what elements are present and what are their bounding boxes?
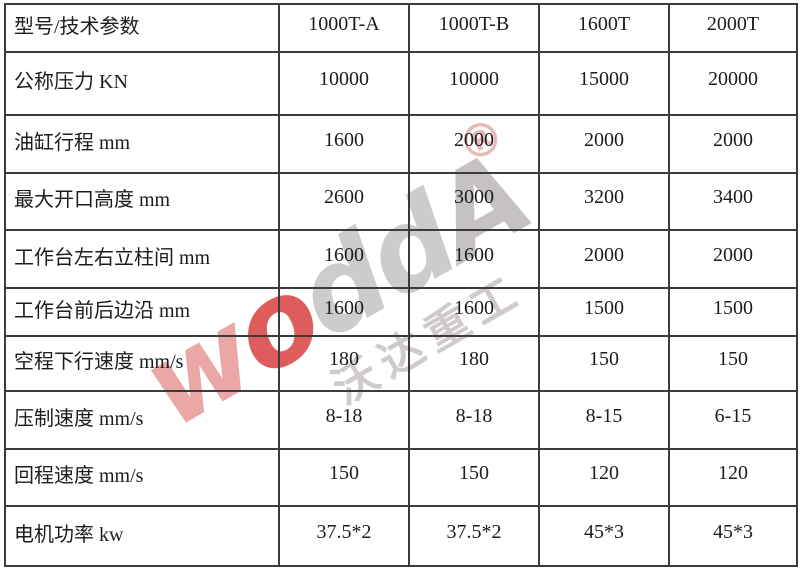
value-cell: 2600 xyxy=(278,172,410,231)
row-label: 工作台前后边沿 mm xyxy=(4,287,280,337)
value-cell: 8-18 xyxy=(408,390,540,450)
value-cell: 150 xyxy=(408,448,540,507)
value-cell: 1600 xyxy=(408,229,540,289)
table-header-row: 型号/技术参数 1000T-A 1000T-B 1600T 2000T xyxy=(4,3,798,53)
value-cell: 10000 xyxy=(408,51,540,116)
row-label: 最大开口高度 mm xyxy=(4,172,280,231)
value-cell: 45*3 xyxy=(668,505,798,567)
value-cell: 150 xyxy=(278,448,410,507)
table-row: 压制速度 mm/s 8-18 8-18 8-15 6-15 xyxy=(4,390,798,450)
value-cell: 8-15 xyxy=(538,390,670,450)
value-cell: 1600 xyxy=(408,287,540,337)
value-cell: 15000 xyxy=(538,51,670,116)
header-param-label: 型号/技术参数 xyxy=(4,3,280,53)
table-row: 电机功率 kw 37.5*2 37.5*2 45*3 45*3 xyxy=(4,505,798,567)
table-row: 最大开口高度 mm 2600 3000 3200 3400 xyxy=(4,172,798,231)
value-cell: 150 xyxy=(538,335,670,392)
value-cell: 37.5*2 xyxy=(408,505,540,567)
value-cell: 10000 xyxy=(278,51,410,116)
value-cell: 1500 xyxy=(668,287,798,337)
row-label: 电机功率 kw xyxy=(4,505,280,567)
value-cell: 120 xyxy=(538,448,670,507)
row-label: 空程下行速度 mm/s xyxy=(4,335,280,392)
table-row: 公称压力 KN 10000 10000 15000 20000 xyxy=(4,51,798,116)
value-cell: 150 xyxy=(668,335,798,392)
value-cell: 3400 xyxy=(668,172,798,231)
row-label: 回程速度 mm/s xyxy=(4,448,280,507)
table-row: 空程下行速度 mm/s 180 180 150 150 xyxy=(4,335,798,392)
table-row: 工作台前后边沿 mm 1600 1600 1500 1500 xyxy=(4,287,798,337)
value-cell: 2000 xyxy=(408,114,540,174)
value-cell: 180 xyxy=(278,335,410,392)
value-cell: 2000 xyxy=(538,229,670,289)
value-cell: 6-15 xyxy=(668,390,798,450)
spec-table-container: 型号/技术参数 1000T-A 1000T-B 1600T 2000T 公称压力… xyxy=(4,3,798,567)
value-cell: 1600 xyxy=(278,114,410,174)
value-cell: 20000 xyxy=(668,51,798,116)
value-cell: 3200 xyxy=(538,172,670,231)
value-cell: 180 xyxy=(408,335,540,392)
value-cell: 8-18 xyxy=(278,390,410,450)
table-row: 回程速度 mm/s 150 150 120 120 xyxy=(4,448,798,507)
value-cell: 1600 xyxy=(278,287,410,337)
value-cell: 1500 xyxy=(538,287,670,337)
row-label: 公称压力 KN xyxy=(4,51,280,116)
value-cell: 1600 xyxy=(278,229,410,289)
column-header: 1000T-B xyxy=(408,3,540,53)
table-row: 工作台左右立柱间 mm 1600 1600 2000 2000 xyxy=(4,229,798,289)
value-cell: 2000 xyxy=(668,114,798,174)
row-label: 油缸行程 mm xyxy=(4,114,280,174)
table-row: 油缸行程 mm 1600 2000 2000 2000 xyxy=(4,114,798,174)
value-cell: 2000 xyxy=(538,114,670,174)
value-cell: 45*3 xyxy=(538,505,670,567)
value-cell: 2000 xyxy=(668,229,798,289)
column-header: 1000T-A xyxy=(278,3,410,53)
value-cell: 3000 xyxy=(408,172,540,231)
spec-table: 型号/技术参数 1000T-A 1000T-B 1600T 2000T 公称压力… xyxy=(4,3,798,567)
column-header: 1600T xyxy=(538,3,670,53)
value-cell: 37.5*2 xyxy=(278,505,410,567)
column-header: 2000T xyxy=(668,3,798,53)
value-cell: 120 xyxy=(668,448,798,507)
row-label: 工作台左右立柱间 mm xyxy=(4,229,280,289)
row-label: 压制速度 mm/s xyxy=(4,390,280,450)
